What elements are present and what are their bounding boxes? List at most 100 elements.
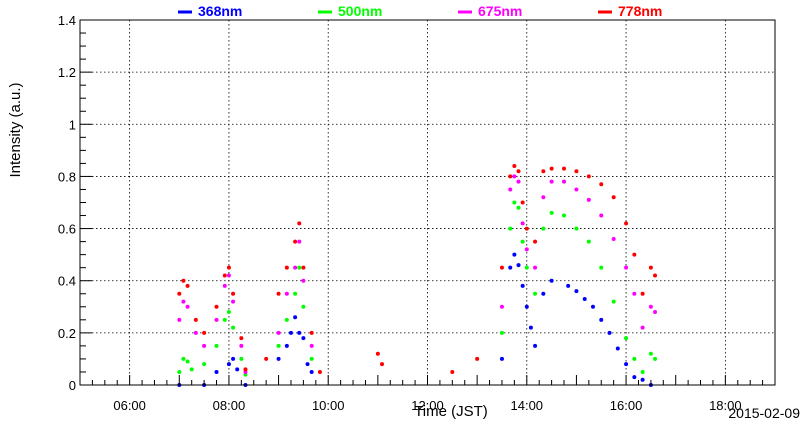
data-point <box>193 317 198 322</box>
data-point <box>305 362 310 367</box>
legend-label: 778nm <box>618 3 662 19</box>
data-point <box>288 330 293 335</box>
legend-label: 675nm <box>478 3 522 19</box>
data-point <box>624 336 629 341</box>
data-point <box>284 343 289 348</box>
data-point <box>309 343 314 348</box>
data-point <box>574 289 579 294</box>
data-point <box>499 330 504 335</box>
data-point <box>450 369 455 374</box>
data-point <box>181 299 186 304</box>
data-point <box>284 265 289 270</box>
data-point <box>520 200 525 205</box>
data-layer <box>177 164 658 387</box>
y-tick-label: 0.2 <box>58 326 76 341</box>
data-point <box>574 226 579 231</box>
data-point <box>375 351 380 356</box>
data-point <box>549 179 554 184</box>
data-point <box>202 362 207 367</box>
data-point <box>653 273 658 278</box>
data-point <box>599 317 604 322</box>
legend: 368nm 500nm 675nm 778nm <box>178 3 662 19</box>
data-point <box>239 343 244 348</box>
data-point <box>520 221 525 226</box>
data-point <box>193 330 198 335</box>
data-point <box>239 356 244 361</box>
data-point <box>276 356 281 361</box>
x-tick-label: 18:00 <box>709 398 742 413</box>
data-point <box>214 304 219 309</box>
series-500nm <box>177 200 658 377</box>
data-point <box>301 336 306 341</box>
data-point <box>648 265 653 270</box>
data-point <box>202 330 207 335</box>
data-point <box>632 252 637 257</box>
y-tick-label: 1.4 <box>58 13 76 28</box>
data-point <box>516 169 521 174</box>
data-point <box>528 325 533 330</box>
data-point <box>624 265 629 270</box>
data-point <box>202 343 207 348</box>
data-point <box>599 265 604 270</box>
data-point <box>293 291 298 296</box>
data-point <box>648 304 653 309</box>
y-axis-label: Intensity (a.u.) <box>7 82 24 177</box>
data-point <box>508 226 513 231</box>
x-tick-label: 12:00 <box>411 398 444 413</box>
series-778nm <box>177 164 658 374</box>
data-point <box>533 343 538 348</box>
data-point <box>524 265 529 270</box>
data-point <box>177 291 182 296</box>
data-point <box>586 197 591 202</box>
data-point <box>222 273 227 278</box>
data-point <box>541 195 546 200</box>
axis-layer: 06:00 08:00 10:00 12:00 14:00 16:00 18:00 0 0.2 0… <box>58 13 776 413</box>
data-point <box>185 359 190 364</box>
data-point <box>317 369 322 374</box>
data-point <box>533 291 538 296</box>
data-point <box>309 356 314 361</box>
data-point <box>512 164 517 168</box>
data-point <box>226 362 231 367</box>
y-tick-label: 0.8 <box>58 169 76 184</box>
data-point <box>632 375 637 380</box>
data-point <box>276 343 281 348</box>
data-point <box>297 330 302 335</box>
data-point <box>499 265 504 270</box>
x-axis-label: Time (JST) <box>414 403 488 420</box>
data-point <box>611 299 616 304</box>
y-tick-label: 0.4 <box>58 274 76 289</box>
data-point <box>222 283 227 288</box>
data-point <box>562 213 567 218</box>
data-point <box>512 200 517 205</box>
data-point <box>293 265 298 270</box>
data-point <box>235 367 240 372</box>
data-point <box>574 187 579 192</box>
data-point <box>284 291 289 296</box>
data-point <box>582 296 587 301</box>
data-point <box>524 304 529 309</box>
data-point <box>586 239 591 244</box>
y-tick-label: 0.6 <box>58 222 76 237</box>
data-point <box>284 317 289 322</box>
data-point <box>574 169 579 174</box>
data-point <box>624 221 629 226</box>
date-label: 2015-02-09 <box>728 405 800 421</box>
data-point <box>185 283 190 288</box>
data-point <box>533 265 538 270</box>
data-point <box>309 369 314 374</box>
legend-label: 500nm <box>338 3 382 19</box>
data-point <box>177 369 182 374</box>
data-point <box>512 174 517 179</box>
data-point <box>264 356 269 361</box>
data-point <box>520 239 525 244</box>
data-point <box>181 278 186 283</box>
data-point <box>214 343 219 348</box>
data-point <box>611 195 616 200</box>
data-point <box>276 330 281 335</box>
data-point <box>499 304 504 309</box>
data-point <box>222 317 227 322</box>
data-point <box>301 278 306 283</box>
